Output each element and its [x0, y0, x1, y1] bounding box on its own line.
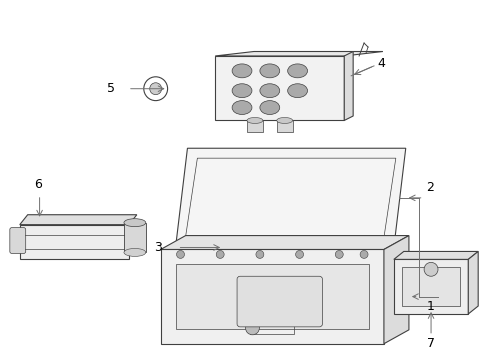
Text: 3: 3 — [154, 241, 162, 254]
Ellipse shape — [260, 64, 280, 78]
Circle shape — [207, 243, 217, 252]
Circle shape — [424, 262, 438, 276]
Circle shape — [144, 77, 168, 100]
Circle shape — [360, 251, 368, 258]
FancyBboxPatch shape — [10, 228, 25, 253]
Polygon shape — [215, 56, 344, 121]
Circle shape — [245, 321, 259, 335]
FancyBboxPatch shape — [237, 276, 322, 327]
Polygon shape — [161, 249, 384, 344]
Bar — [250, 306, 294, 334]
Ellipse shape — [288, 64, 308, 78]
Polygon shape — [161, 235, 409, 249]
Text: 7: 7 — [427, 337, 435, 350]
Circle shape — [176, 251, 184, 258]
Text: 5: 5 — [107, 82, 115, 95]
Ellipse shape — [124, 248, 146, 256]
Polygon shape — [394, 251, 478, 260]
Polygon shape — [344, 51, 353, 121]
Circle shape — [150, 83, 162, 95]
Circle shape — [201, 237, 223, 258]
Ellipse shape — [232, 100, 252, 114]
Ellipse shape — [260, 84, 280, 98]
Circle shape — [216, 251, 224, 258]
Polygon shape — [20, 215, 137, 225]
Bar — [124, 223, 146, 252]
Text: 1: 1 — [427, 300, 435, 313]
Polygon shape — [215, 51, 383, 56]
Polygon shape — [394, 260, 468, 314]
Circle shape — [295, 251, 303, 258]
Polygon shape — [20, 225, 129, 260]
Ellipse shape — [232, 84, 252, 98]
Bar — [175, 264, 369, 329]
Polygon shape — [468, 251, 478, 314]
Ellipse shape — [232, 64, 252, 78]
Text: 4: 4 — [377, 57, 385, 71]
Bar — [247, 121, 263, 132]
Ellipse shape — [124, 219, 146, 227]
Ellipse shape — [247, 117, 263, 123]
Circle shape — [335, 251, 343, 258]
Polygon shape — [384, 235, 409, 344]
Ellipse shape — [288, 84, 308, 98]
Bar — [277, 121, 293, 132]
Bar — [402, 267, 460, 306]
Text: 2: 2 — [427, 181, 435, 194]
Circle shape — [256, 251, 264, 258]
Polygon shape — [175, 148, 406, 247]
FancyBboxPatch shape — [127, 228, 143, 253]
Ellipse shape — [260, 100, 280, 114]
Ellipse shape — [277, 117, 293, 123]
Text: 6: 6 — [34, 179, 42, 192]
